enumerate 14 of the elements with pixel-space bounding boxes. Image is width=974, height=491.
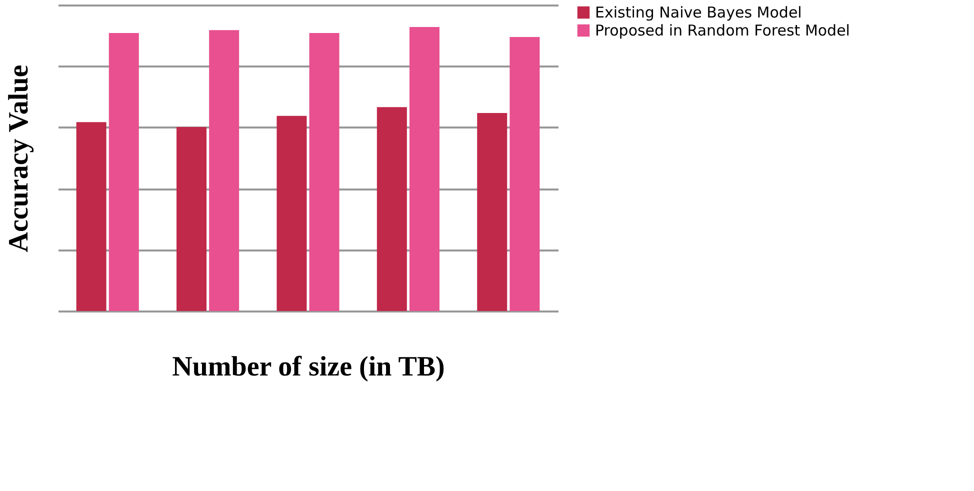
bar — [276, 116, 307, 311]
bar — [76, 122, 106, 311]
bar — [309, 32, 340, 311]
bar — [409, 27, 440, 311]
bar — [510, 36, 540, 311]
bar — [376, 107, 407, 311]
y-axis-title: Accuracy Value — [4, 64, 34, 252]
bar — [176, 126, 207, 311]
legend-label: Existing Naive Bayes Model — [595, 4, 802, 22]
legend-label: Proposed in Random Forest Model — [595, 22, 850, 40]
bar — [477, 113, 508, 311]
bar — [108, 32, 139, 311]
x-axis-title: Number of size (in TB) — [172, 352, 445, 382]
bar — [209, 30, 240, 311]
